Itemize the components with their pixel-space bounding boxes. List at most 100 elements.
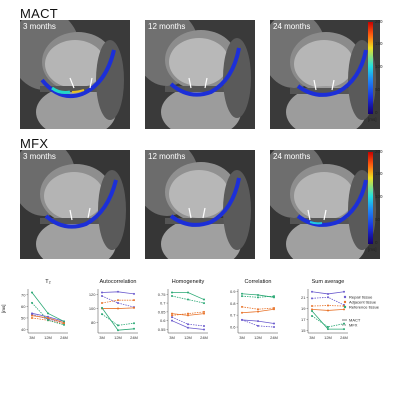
- mri-panel-mfx-3m: 3 months: [20, 150, 130, 259]
- mri-panel-mact-12m: 12 months: [145, 20, 255, 129]
- data-point: [273, 322, 275, 325]
- x-tick-label: 24M: [200, 335, 208, 340]
- data-point: [311, 297, 313, 300]
- y-tick-label: 0.55: [158, 327, 167, 332]
- chart-4: Sum average 15 17 19 21 3M 12M 24M: [301, 279, 348, 340]
- data-point: [327, 325, 329, 328]
- y-tick-label: 0.7: [230, 313, 236, 318]
- data-point: [171, 312, 173, 315]
- x-tick-label: 3M: [29, 335, 35, 340]
- data-point: [171, 319, 173, 322]
- data-point: [311, 290, 313, 293]
- data-point: [101, 301, 103, 304]
- data-point: [311, 305, 313, 308]
- data-point: [187, 291, 189, 294]
- data-point: [47, 319, 49, 322]
- knee-mri-image: [20, 20, 130, 129]
- legend-marker: [343, 305, 347, 309]
- x-tick-label: 12M: [324, 335, 332, 340]
- series-line: [101, 295, 135, 308]
- chart-title: Correlation: [245, 279, 272, 285]
- panel-label: 24 months: [273, 152, 311, 161]
- data-point: [63, 320, 65, 323]
- data-point: [31, 291, 33, 294]
- y-tick-label: 0.8: [230, 301, 236, 306]
- colorbar-mfx: [368, 152, 373, 244]
- y-tick-label: 17: [301, 317, 306, 322]
- data-point: [47, 316, 49, 319]
- chart-3: Correlation 0.6 0.7 0.8 0.9 3M 12M 24M: [230, 279, 278, 340]
- data-point: [343, 328, 345, 331]
- data-point: [47, 312, 49, 315]
- mri-panel-mfx-12m: 12 months: [145, 150, 255, 259]
- legend-marker: [343, 300, 347, 304]
- y-tick-label: 0.6: [230, 325, 236, 330]
- panel-label: 3 months: [23, 22, 56, 31]
- data-point: [311, 314, 313, 317]
- data-point: [257, 296, 259, 299]
- y-tick-label: 0.6: [160, 318, 166, 323]
- panel-label: 24 months: [273, 22, 311, 31]
- x-tick-label: 3M: [239, 335, 245, 340]
- data-point: [327, 309, 329, 312]
- x-tick-label: 3M: [309, 335, 315, 340]
- data-point: [133, 299, 135, 302]
- data-point: [203, 328, 205, 331]
- colorbar-unit: [ms]: [368, 117, 377, 122]
- data-point: [343, 308, 345, 311]
- data-point: [327, 304, 329, 307]
- data-point: [327, 296, 329, 299]
- knee-mri-image: [145, 150, 255, 259]
- y-tick-label: 0.65: [158, 309, 167, 314]
- data-point: [241, 318, 243, 321]
- colorbar-tick: 50: [375, 87, 381, 92]
- data-point: [257, 320, 259, 323]
- legend-marker: [343, 295, 347, 299]
- colorbar-tick: 200: [375, 149, 383, 154]
- chart-1: Autocorrelation 80 100 120 3M 12M 24M: [89, 279, 138, 340]
- charts-row: T₂ [ms] 40 50 60 70 3M 12M 24M Autocorrelation 80 1…: [0, 275, 400, 345]
- y-tick-label: 0.7: [160, 301, 166, 306]
- colorbar-mact: [368, 22, 373, 114]
- knee-mri-image: [145, 20, 255, 129]
- charts-svg: T₂ [ms] 40 50 60 70 3M 12M 24M Autocorrelation 80 1…: [1, 279, 348, 340]
- data-point: [257, 308, 259, 311]
- x-tick-label: 12M: [44, 335, 52, 340]
- data-point: [117, 290, 119, 293]
- chart-title: Autocorrelation: [100, 279, 137, 285]
- data-point: [273, 307, 275, 310]
- knee-mri-image: [20, 150, 130, 259]
- y-tick-label: 19: [301, 306, 306, 311]
- legend-label: Reference tissue: [349, 305, 380, 310]
- mact-heading: MACT: [20, 6, 59, 21]
- data-point: [241, 292, 243, 295]
- data-point: [327, 292, 329, 295]
- panel-label: 3 months: [23, 152, 56, 161]
- data-point: [203, 302, 205, 305]
- x-tick-label: 24M: [130, 335, 138, 340]
- x-tick-label: 24M: [340, 335, 348, 340]
- series-line: [101, 313, 135, 326]
- chart-2: Homogeneity 0.55 0.6 0.65 0.7 0.75 3M 12M 24M: [158, 279, 208, 340]
- data-point: [101, 306, 103, 309]
- y-axis-label: [ms]: [1, 305, 6, 314]
- y-tick-label: 120: [89, 292, 96, 297]
- legend-label: Repair tissue: [349, 295, 373, 300]
- data-point: [187, 314, 189, 317]
- colorbar-tick: 200: [375, 19, 383, 24]
- data-point: [257, 324, 259, 327]
- chart-0: T₂ [ms] 40 50 60 70 3M 12M 24M: [1, 279, 68, 340]
- data-point: [31, 314, 33, 317]
- chart-title: Homogeneity: [172, 279, 205, 285]
- y-tick-label: 0.75: [158, 292, 167, 297]
- data-point: [203, 310, 205, 313]
- chart-title: Sum average: [312, 279, 345, 285]
- data-point: [327, 328, 329, 331]
- y-tick-label: 50: [21, 315, 26, 320]
- y-tick-label: 80: [91, 320, 96, 325]
- data-point: [171, 291, 173, 294]
- panel-label: 12 months: [148, 22, 186, 31]
- series-line: [311, 315, 345, 328]
- legend-label: MACT: [349, 318, 361, 323]
- chart-title: T₂: [45, 279, 51, 285]
